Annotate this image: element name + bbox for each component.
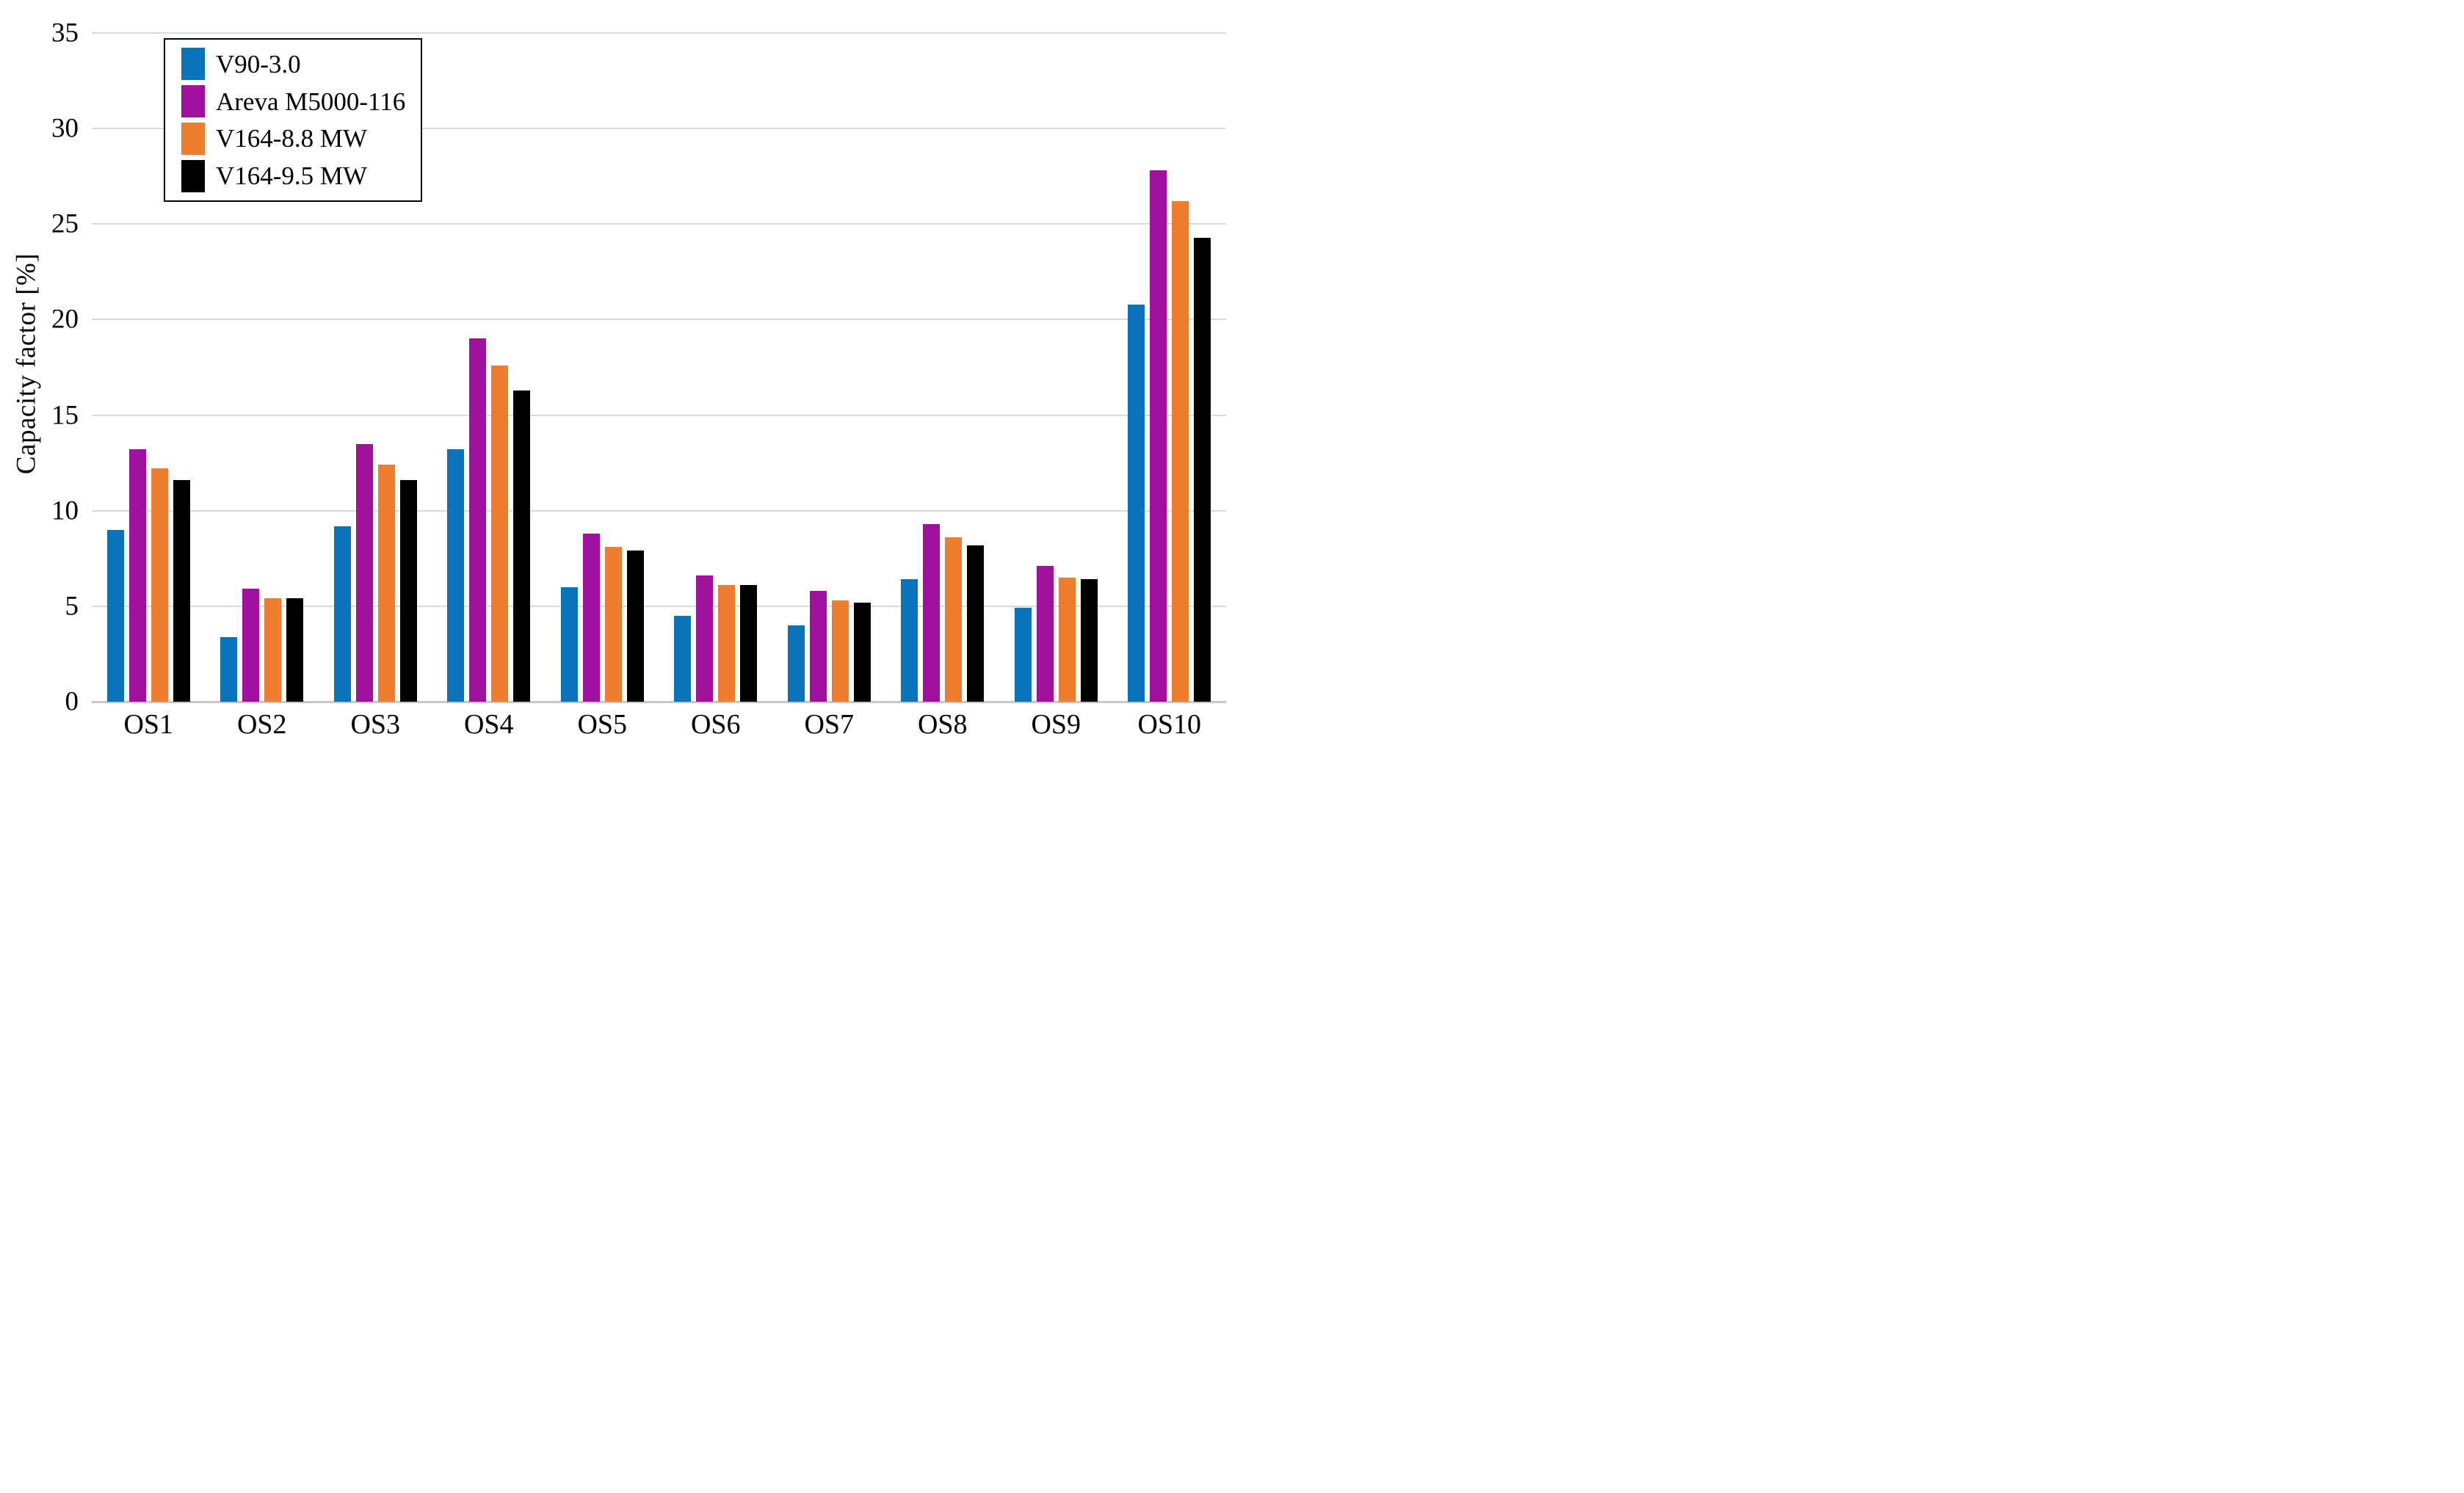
- bar-v164-9.5-mw: [513, 390, 531, 702]
- legend-label: V164-9.5 MW: [216, 161, 368, 191]
- bar-v164-8.8-mw: [377, 465, 395, 702]
- bar-groups-container: OS1 OS2 OS3 OS4 OS5 OS6 OS7 OS8 OS9 OS10: [92, 33, 1227, 738]
- y-tick-label: 25: [51, 208, 79, 239]
- y-tick-label: 30: [51, 113, 79, 144]
- legend-swatch-areva-m5000-116: [181, 85, 205, 118]
- x-tick-label: OS10: [1137, 709, 1202, 740]
- bar-group-os3: OS3: [319, 33, 432, 738]
- x-tick-label: OS7: [804, 709, 855, 740]
- legend-label: V90-3.0: [216, 49, 301, 79]
- bar-v164-8.8-mw: [151, 468, 168, 702]
- x-axis-line: [92, 701, 1226, 703]
- bar-areva-m5000-116: [1036, 566, 1054, 702]
- bar-areva-m5000-116: [1150, 170, 1167, 702]
- bar-group-os6: OS6: [659, 33, 773, 738]
- bar-v164-9.5-mw: [286, 598, 304, 702]
- bar-v164-8.8-mw: [264, 598, 282, 702]
- bar-areva-m5000-116: [696, 575, 714, 702]
- x-tick-label: OS5: [577, 709, 628, 740]
- y-tick-label: 20: [51, 304, 79, 335]
- bar-chart-figure: Capacity factor [%] 0 5 10 15 20 25 30 35 OS1 OS…: [0, 0, 1232, 746]
- legend-item-v164-88: V164-8.8 MW: [181, 122, 413, 155]
- bar-v164-8.8-mw: [945, 537, 963, 702]
- gridline: [92, 319, 1226, 321]
- gridline: [92, 605, 1226, 607]
- y-axis-title: Capacity factor [%]: [11, 253, 42, 475]
- bar-v164-9.5-mw: [626, 551, 644, 702]
- gridline: [92, 128, 1226, 130]
- bar-areva-m5000-116: [128, 449, 146, 702]
- x-tick-label: OS9: [1031, 709, 1081, 740]
- x-tick-label: OS8: [917, 709, 968, 740]
- legend-item-areva: Areva M5000-116: [181, 85, 413, 118]
- bar-v90-3.0: [1014, 608, 1032, 702]
- y-tick-label: 15: [51, 400, 79, 431]
- bar-areva-m5000-116: [469, 338, 487, 702]
- bar-v164-9.5-mw: [399, 480, 417, 702]
- bar-areva-m5000-116: [923, 523, 941, 702]
- bar-v90-3.0: [333, 526, 351, 702]
- bar-areva-m5000-116: [582, 533, 600, 702]
- bar-v164-9.5-mw: [173, 480, 190, 702]
- y-tick-label: 35: [51, 18, 79, 48]
- bar-group-os5: OS5: [546, 33, 659, 738]
- legend-label: Areva M5000-116: [216, 87, 406, 116]
- bar-v164-9.5-mw: [967, 545, 985, 702]
- bar-v164-8.8-mw: [604, 547, 622, 702]
- y-tick-label: 0: [65, 686, 79, 717]
- bar-v90-3.0: [220, 636, 238, 702]
- bar-v164-8.8-mw: [491, 365, 509, 702]
- legend-item-v90: V90-3.0: [181, 48, 413, 81]
- bar-areva-m5000-116: [355, 443, 373, 702]
- legend-item-v164-95: V164-9.5 MW: [181, 159, 413, 192]
- legend: V90-3.0 Areva M5000-116 V164-8.8 MW V164…: [164, 38, 422, 202]
- bar-v90-3.0: [1128, 304, 1145, 702]
- x-tick-label: OS6: [690, 709, 741, 740]
- x-tick-label: OS3: [350, 709, 401, 740]
- bar-v164-9.5-mw: [1080, 579, 1098, 702]
- bar-group-os7: OS7: [772, 33, 886, 738]
- legend-label: V164-8.8 MW: [216, 124, 368, 153]
- bar-group-os9: OS9: [999, 33, 1113, 738]
- x-tick-label: OS1: [123, 709, 174, 740]
- gridline: [92, 223, 1226, 225]
- bar-group-os2: OS2: [206, 33, 319, 738]
- x-tick-label: OS4: [463, 709, 514, 740]
- bar-v164-8.8-mw: [718, 585, 736, 702]
- bar-group-os4: OS4: [432, 33, 546, 738]
- bar-group-os8: OS8: [886, 33, 1000, 738]
- bar-areva-m5000-116: [809, 591, 827, 702]
- bar-v90-3.0: [674, 615, 692, 702]
- bar-areva-m5000-116: [242, 589, 260, 702]
- plot-area: 0 5 10 15 20 25 30 35 OS1 OS2 OS3 OS4 OS5 OS6 OS7 OS8 O…: [51, 20, 1227, 738]
- bar-group-os10: OS10: [1113, 33, 1227, 738]
- gridline: [92, 414, 1226, 416]
- legend-swatch-v90-3.0: [181, 48, 205, 81]
- bar-v90-3.0: [787, 625, 805, 702]
- y-tick-label: 10: [51, 495, 79, 526]
- bar-v164-9.5-mw: [853, 602, 871, 702]
- bar-v90-3.0: [560, 586, 578, 702]
- gridline: [92, 32, 1226, 34]
- bar-v164-9.5-mw: [740, 585, 758, 702]
- bar-v164-8.8-mw: [1172, 201, 1189, 702]
- bar-v164-8.8-mw: [1058, 577, 1076, 702]
- legend-swatch-v164-9.5: [181, 159, 205, 192]
- gridline: [92, 509, 1226, 512]
- bar-v90-3.0: [447, 449, 465, 702]
- y-tick-label: 5: [65, 591, 79, 622]
- bar-v164-8.8-mw: [831, 600, 849, 702]
- bar-v164-9.5-mw: [1194, 237, 1211, 702]
- x-tick-label: OS2: [236, 709, 287, 740]
- bar-v90-3.0: [901, 579, 918, 702]
- bar-v90-3.0: [106, 529, 124, 702]
- legend-swatch-v164-8.8: [181, 122, 205, 155]
- bar-group-os1: OS1: [92, 33, 206, 738]
